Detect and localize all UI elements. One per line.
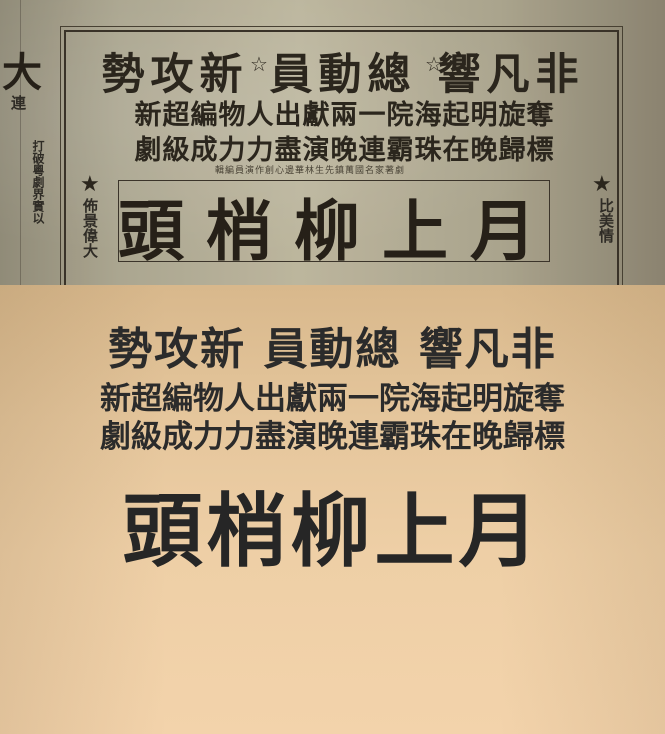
- paper-fold-line: [20, 0, 21, 285]
- newspaper-line-3: 劇級成力力盡演晚連霸珠在晚歸標: [134, 135, 555, 166]
- transcription-big-title: 頭梢柳上月: [122, 484, 543, 578]
- newspaper-photo: 大 連 打破粵劇界實以 勢攻新 員動總 響凡非 ☆ ☆ 新超編物人出獻兩一院海起…: [0, 0, 665, 285]
- title-box: [118, 180, 550, 262]
- star-icon: ★: [80, 172, 100, 197]
- transcription-panel: 勢攻新 員動總 響凡非 新超編物人出獻兩一院海起明旋奪 劇級成力力盡演晚連霸珠在…: [0, 285, 665, 734]
- newspaper-headline: 勢攻新 員動總 響凡非: [101, 50, 585, 100]
- left-column-text-1: 連: [9, 95, 27, 110]
- left-column-big-char: 大: [2, 49, 42, 96]
- ad-outer-frame: [60, 26, 623, 285]
- newspaper-big-title: 頭梢柳上月: [118, 192, 558, 270]
- star-icon: ☆: [425, 52, 443, 76]
- left-column-text-2: 打破粵劇界實以: [31, 140, 45, 224]
- transcription-line-2: 新超編物人出獻兩一院海起明旋奪: [100, 381, 565, 417]
- transcription-headline: 勢攻新 員動總 響凡非: [108, 324, 557, 375]
- star-icon: ☆: [250, 52, 268, 76]
- left-inner-column: 佈景偉大: [81, 198, 99, 258]
- newspaper-small-note: 輯編員演作創心邊華林生先鎮萬國名家著劇: [215, 166, 406, 176]
- star-icon: ★: [592, 172, 612, 197]
- ad-inner-frame: [64, 30, 619, 285]
- right-inner-column: 比美情: [597, 198, 615, 243]
- newspaper-line-2: 新超編物人出獻兩一院海起明旋奪: [134, 100, 555, 131]
- transcription-line-3: 劇級成力力盡演晚連霸珠在晚歸標: [100, 419, 565, 455]
